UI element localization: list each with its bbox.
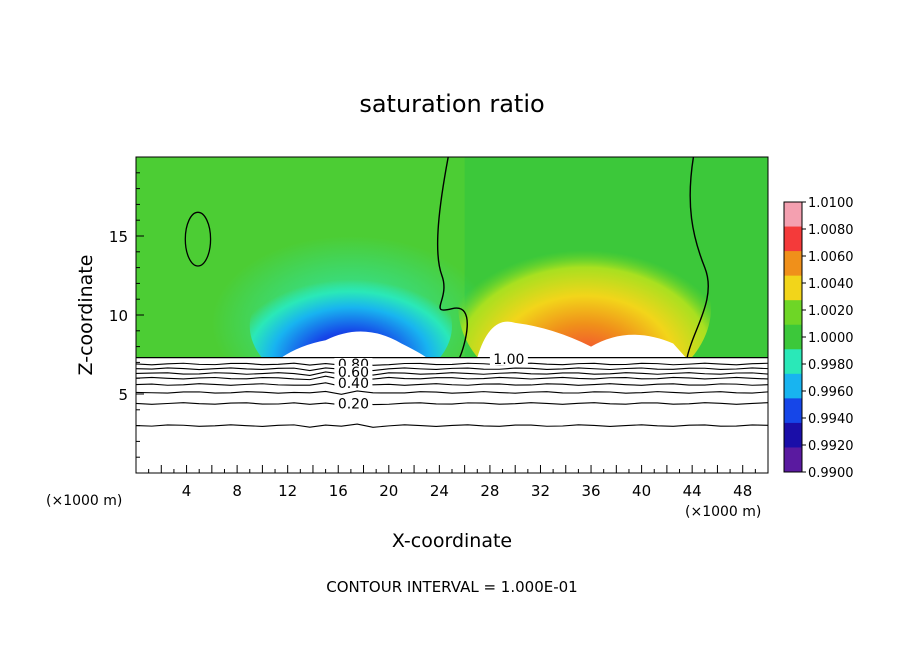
contour-line [135,366,769,372]
contour-line [135,382,769,387]
colorbar-swatch [784,349,802,375]
colorbar-label: 1.0040 [808,277,854,292]
contour-line [135,423,769,428]
x-tick-label: 4 [182,482,192,500]
colorbar-swatch [784,275,802,301]
x-tick-label: 40 [632,482,651,500]
x-tick-label: 24 [430,482,449,500]
contour-line [135,371,769,376]
colorbar-label: 1.0080 [808,223,854,238]
field-saturated-right [477,321,686,358]
colorbar-swatch [784,300,802,326]
x-axis-label: X-coordinate [392,530,512,552]
x-tick-label: 36 [581,482,600,500]
colorbar-label: 1.0060 [808,250,854,265]
field-saturated-left [281,331,427,358]
field-dry-core [249,259,452,358]
contour-label-bg [334,376,373,389]
contour-label: 1.00 [493,352,524,368]
y-axis-ticks: 5 10 15 [109,172,144,458]
x-tick-label: 28 [480,482,499,500]
contour-label: 0.60 [338,365,369,381]
colorbar-swatch [784,226,802,252]
contour-line [135,375,769,381]
contour-line [135,361,769,366]
contour-interval-footer: CONTOUR INTERVAL = 1.000E-01 [326,578,577,596]
contour-line [135,401,769,406]
colorbar-swatch [784,447,802,473]
y-axis-label: Z-coordinate [75,255,97,376]
contour-label: 0.20 [338,396,369,412]
y-tick-label: 5 [118,386,128,404]
colorbar-swatch [784,373,802,399]
colorbar-label: 0.9980 [808,358,854,373]
saturation-field [136,157,768,358]
colorbar-label: 0.9960 [808,385,854,400]
contour-label: 0.40 [338,376,369,392]
contour-1.00-left [436,156,468,358]
x-tick-label: 44 [683,482,702,500]
field-moist-core [458,212,712,358]
x-tick-label: 12 [278,482,297,500]
x-unit-label-left: (×1000 m) [46,493,122,509]
colorbar-swatch [784,202,802,228]
colorbar-label: 1.0000 [808,331,854,346]
contour-label-bg [334,365,373,378]
chart-title: saturation ratio [359,90,544,118]
x-tick-label: 32 [531,482,550,500]
contour-lines: 1.000.800.600.400.20 [135,156,769,428]
x-unit-label-right: (×1000 m) [685,504,761,520]
colorbar-label: 0.9940 [808,412,854,427]
colorbar-label: 1.0020 [808,304,854,319]
y-tick-label: 15 [109,228,128,246]
contour-1.00-island [184,211,212,267]
colorbar-label: 0.9920 [808,439,854,454]
x-tick-label: 20 [379,482,398,500]
x-tick-label: 48 [733,482,752,500]
colorbar-label: 1.0100 [808,196,854,211]
contour-1.00-right [686,156,709,358]
plot-area: 1.000.800.600.400.20 4 8 12 16 20 24 28 32 36 40 4… [109,156,769,500]
colorbar-swatch [784,324,802,350]
x-tick-label: 8 [232,482,242,500]
contour-line [135,390,769,395]
colorbar-label: 0.9900 [808,466,854,481]
x-tick-label: 16 [329,482,348,500]
y-tick-label: 10 [109,307,128,325]
colorbar-swatch [784,422,802,448]
contour-label-bg [334,397,373,410]
colorbar-swatch [784,398,802,424]
x-axis-ticks: 4 8 12 16 20 24 28 32 36 40 44 48 [148,465,756,500]
colorbar-swatch [784,251,802,277]
contour-label-bg [489,353,528,366]
colorbar: 1.0100 1.0080 1.0060 1.0040 1.0020 1.0000 0.99… [783,196,854,481]
